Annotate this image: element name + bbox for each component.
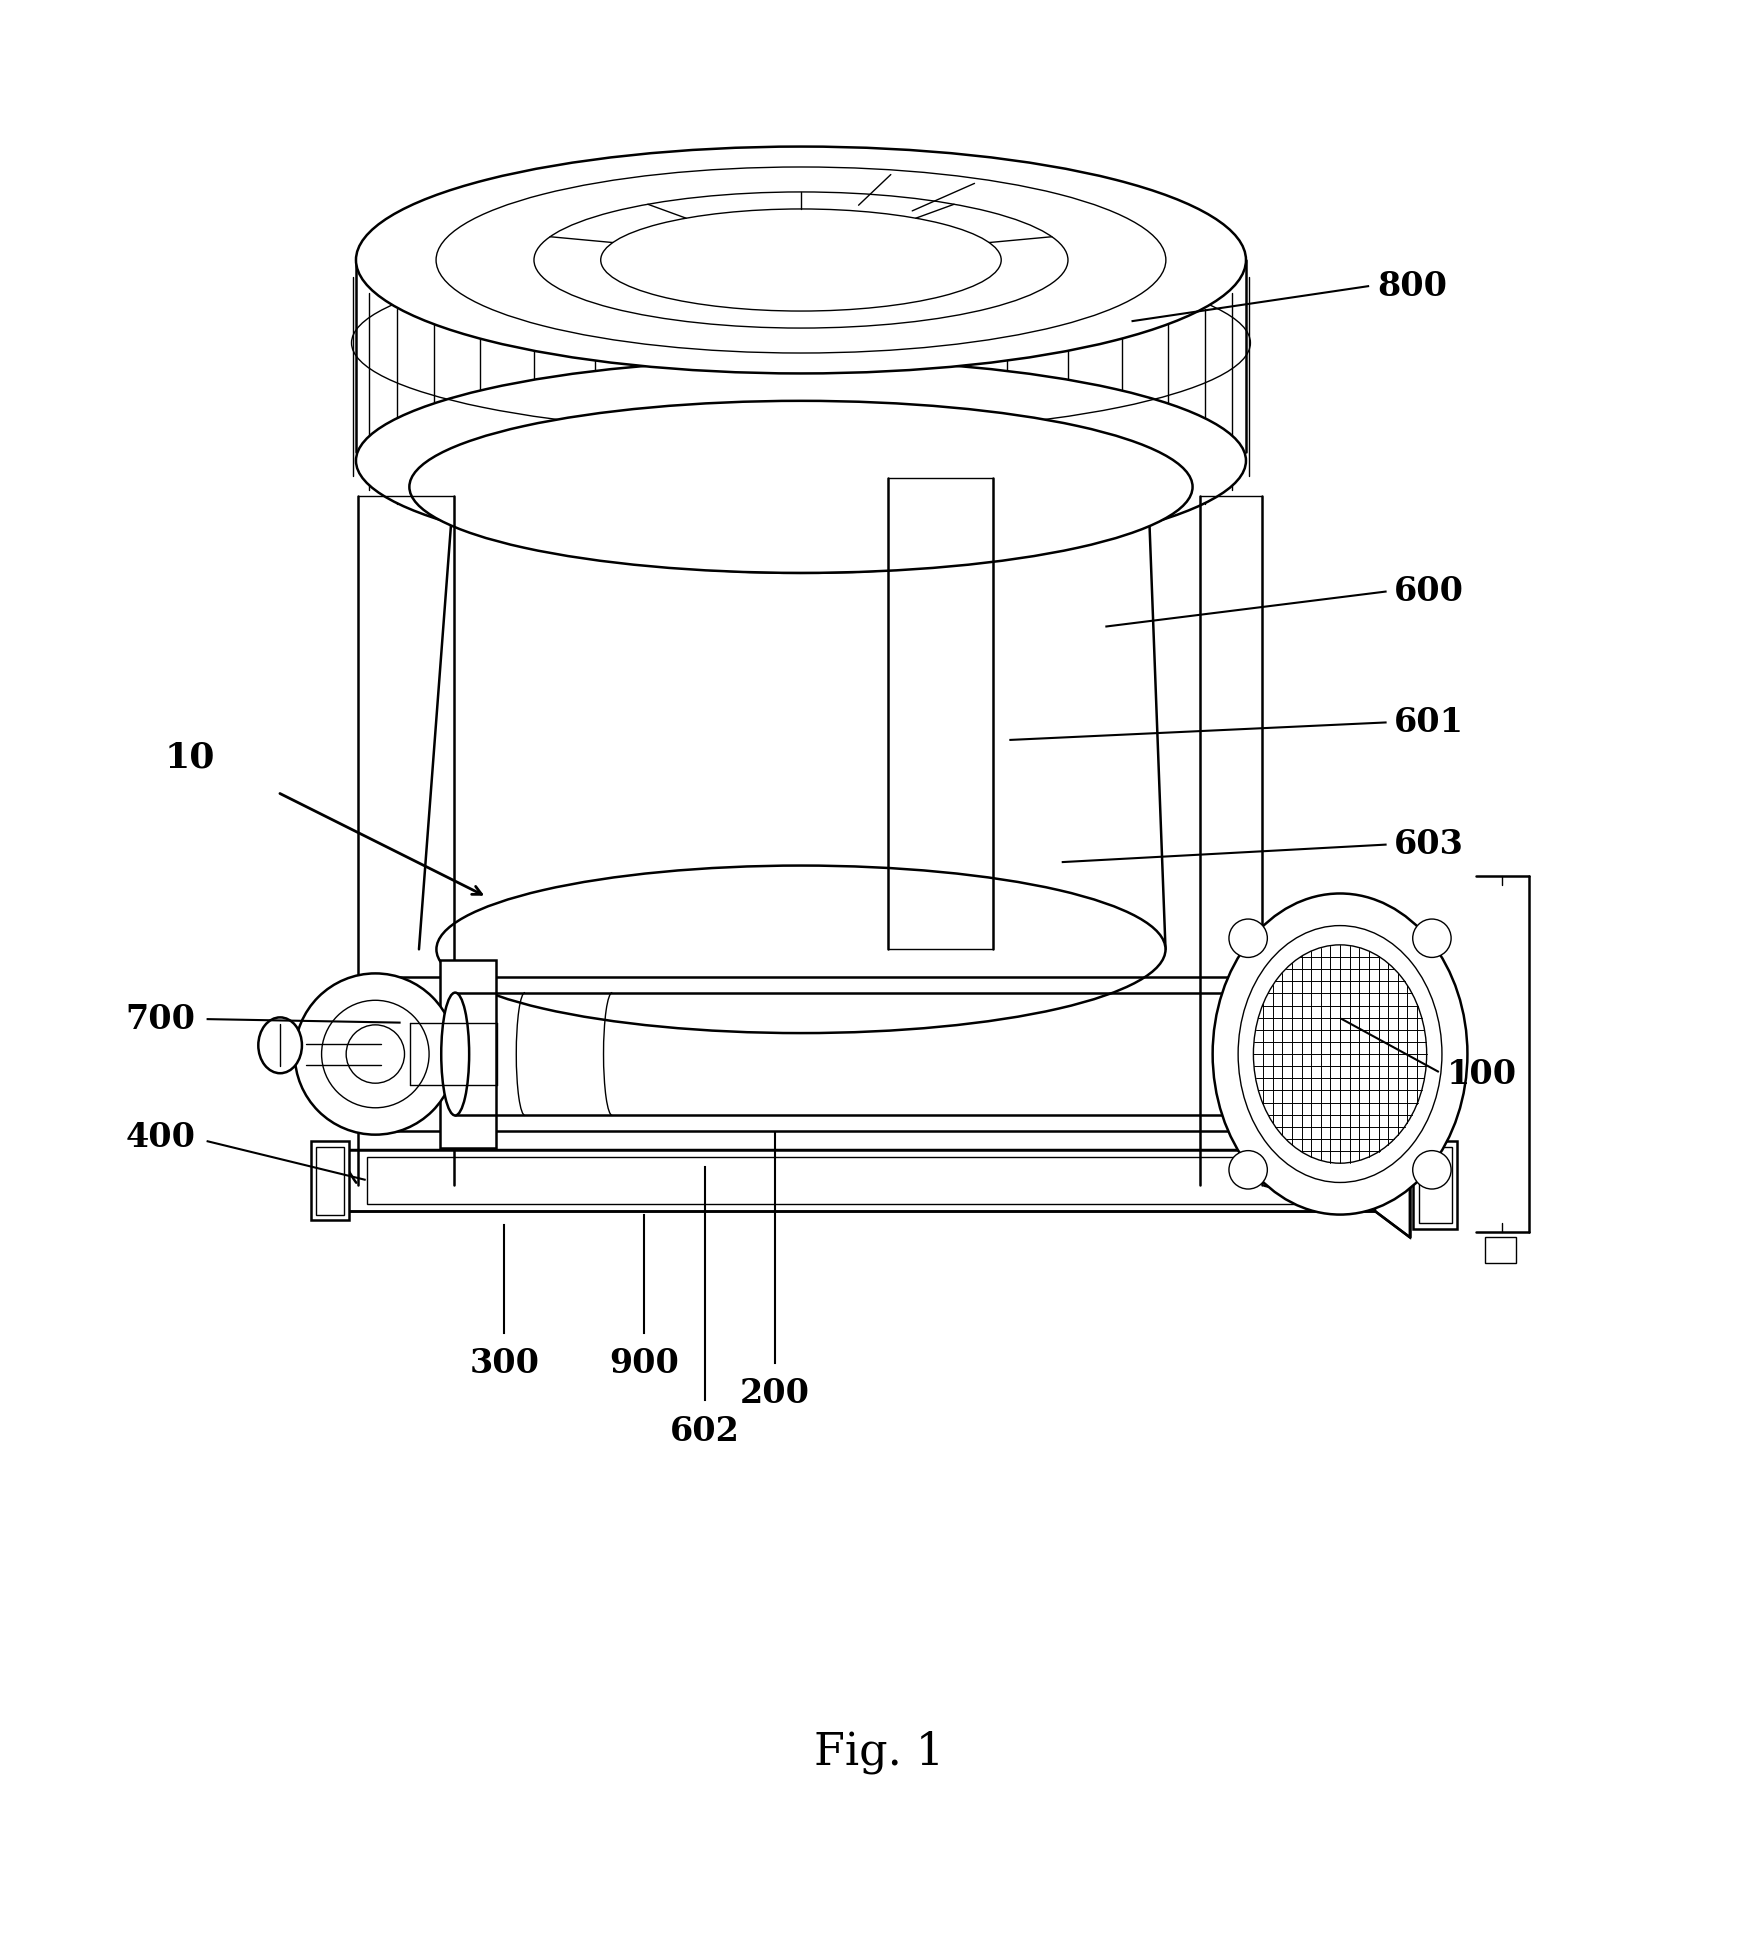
Text: 700: 700 <box>125 1003 195 1036</box>
Ellipse shape <box>1230 919 1266 958</box>
Polygon shape <box>1376 1149 1411 1237</box>
FancyArrowPatch shape <box>341 1153 357 1182</box>
Ellipse shape <box>322 1001 429 1108</box>
Ellipse shape <box>347 1024 405 1083</box>
Text: 100: 100 <box>1446 1059 1516 1091</box>
Bar <box>317 1147 345 1215</box>
Text: 400: 400 <box>125 1122 195 1155</box>
Text: 300: 300 <box>470 1348 540 1379</box>
Bar <box>366 1157 1305 1204</box>
Ellipse shape <box>410 400 1193 574</box>
Polygon shape <box>341 1149 1376 1212</box>
Ellipse shape <box>602 209 1001 310</box>
Ellipse shape <box>1212 894 1467 1215</box>
Bar <box>440 960 496 1149</box>
Bar <box>1412 1141 1456 1229</box>
Text: 200: 200 <box>741 1377 809 1411</box>
Bar <box>311 1141 348 1219</box>
Text: 601: 601 <box>1395 706 1463 739</box>
Text: 800: 800 <box>1377 269 1448 302</box>
Ellipse shape <box>1254 944 1427 1163</box>
Ellipse shape <box>1230 1151 1266 1188</box>
Ellipse shape <box>1412 919 1451 958</box>
Polygon shape <box>341 1149 1411 1176</box>
Text: 603: 603 <box>1395 827 1463 860</box>
Text: 900: 900 <box>609 1348 679 1379</box>
Text: 602: 602 <box>670 1414 741 1448</box>
Ellipse shape <box>259 1016 303 1073</box>
Ellipse shape <box>442 993 470 1116</box>
Text: Fig. 1: Fig. 1 <box>814 1731 945 1773</box>
Ellipse shape <box>436 866 1166 1034</box>
Text: 10: 10 <box>165 739 215 775</box>
Ellipse shape <box>355 146 1245 373</box>
Ellipse shape <box>454 400 1149 574</box>
Ellipse shape <box>1412 1151 1451 1188</box>
Text: 600: 600 <box>1395 576 1463 609</box>
FancyArrowPatch shape <box>1265 1182 1407 1194</box>
Bar <box>1485 1237 1516 1264</box>
Ellipse shape <box>1233 993 1261 1116</box>
Ellipse shape <box>355 359 1245 562</box>
Bar <box>1418 1147 1451 1223</box>
Ellipse shape <box>296 974 456 1135</box>
